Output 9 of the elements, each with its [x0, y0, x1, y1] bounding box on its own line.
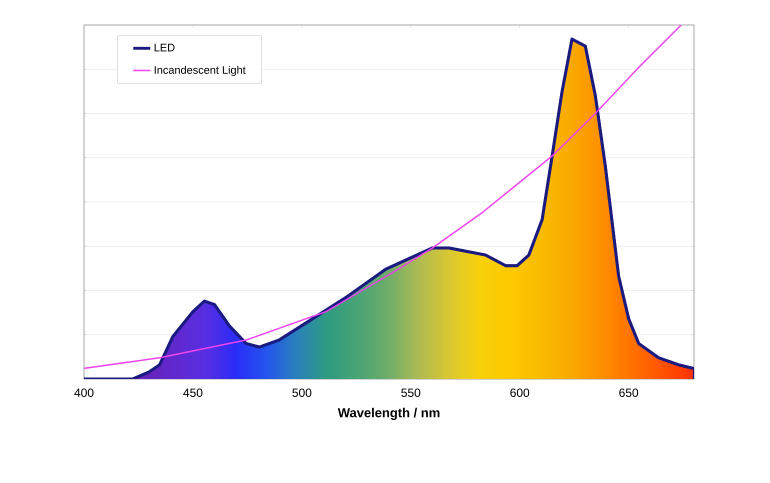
x-tick-label: 500: [292, 388, 312, 397]
legend-label: LED: [154, 44, 175, 52]
x-tick-label: 600: [510, 388, 530, 397]
legend-label: Incandescent Light: [154, 66, 246, 76]
x-tick-label: 450: [183, 388, 202, 397]
x-tick-label: 400: [74, 388, 94, 397]
x-tick-label: 650: [619, 388, 638, 397]
x-axis-title: Wavelength / nm: [338, 408, 440, 420]
x-tick-label: 550: [401, 388, 420, 397]
